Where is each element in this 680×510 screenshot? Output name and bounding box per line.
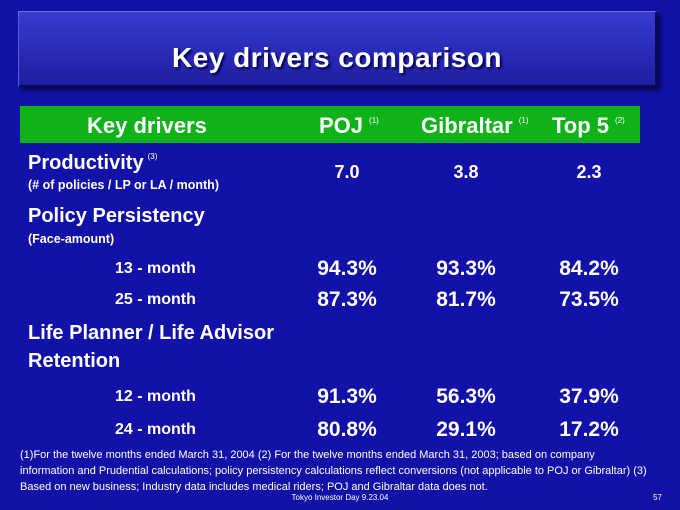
persistency-row-25-label: 25 - month <box>115 291 196 308</box>
header-poj: POJ (1) <box>319 113 379 138</box>
header-gibraltar-note: (1) <box>518 116 529 125</box>
header-top5: Top 5 (2) <box>552 113 625 138</box>
retention-row-24-poj: 80.8% <box>317 418 377 441</box>
table-header: Key drivers POJ (1) Gibraltar (1) Top 5 (2) <box>20 106 640 143</box>
footer-text: Tokyo Investor Day 9.23.04 <box>291 493 389 502</box>
header-top5-note: (2) <box>615 116 625 125</box>
retention-row-12-gibraltar: 56.3% <box>436 385 496 408</box>
persistency-sublabel: (Face-amount) <box>28 232 115 246</box>
retention-row-24-label: 24 - month <box>115 421 196 438</box>
persistency-row-13-top5: 84.2% <box>559 257 619 280</box>
header-gibraltar: Gibraltar (1) <box>421 113 529 138</box>
persistency-row-25-gibraltar: 81.7% <box>436 288 496 311</box>
header-key-drivers: Key drivers <box>87 113 207 138</box>
persistency-row-13-label: 13 - month <box>115 260 196 277</box>
retention-row-12-top5: 37.9% <box>559 385 619 408</box>
productivity-poj: 7.0 <box>334 162 360 182</box>
persistency-label: Policy Persistency <box>28 205 205 227</box>
persistency-row-13-poj: 94.3% <box>317 257 377 280</box>
title-box: Key drivers comparison <box>18 11 658 88</box>
page-number: 57 <box>653 493 662 502</box>
retention-row-12-label: 12 - month <box>115 388 196 405</box>
retention-label-line2: Retention <box>28 350 121 372</box>
persistency-row-25-poj: 87.3% <box>317 288 377 311</box>
persistency-row-13-gibraltar: 93.3% <box>436 257 496 280</box>
retention-label-line1: Life Planner / Life Advisor <box>28 322 274 344</box>
retention-row-12-poj: 91.3% <box>317 385 377 408</box>
page-title: Key drivers comparison <box>171 42 503 73</box>
productivity-sublabel: (# of policies / LP or LA / month) <box>28 178 219 192</box>
persistency-row-25-top5: 73.5% <box>559 288 619 311</box>
productivity-top5: 2.3 <box>576 162 602 182</box>
header-poj-note: (1) <box>369 116 379 125</box>
retention-row-24-gibraltar: 29.1% <box>436 418 496 441</box>
productivity-note: (3) <box>147 152 158 161</box>
productivity-label: Productivity (3) <box>28 152 158 174</box>
footnote: (1)For the twelve months ended March 31,… <box>20 449 647 493</box>
retention-row-24-top5: 17.2% <box>559 418 619 441</box>
productivity-gibraltar: 3.8 <box>453 162 479 182</box>
